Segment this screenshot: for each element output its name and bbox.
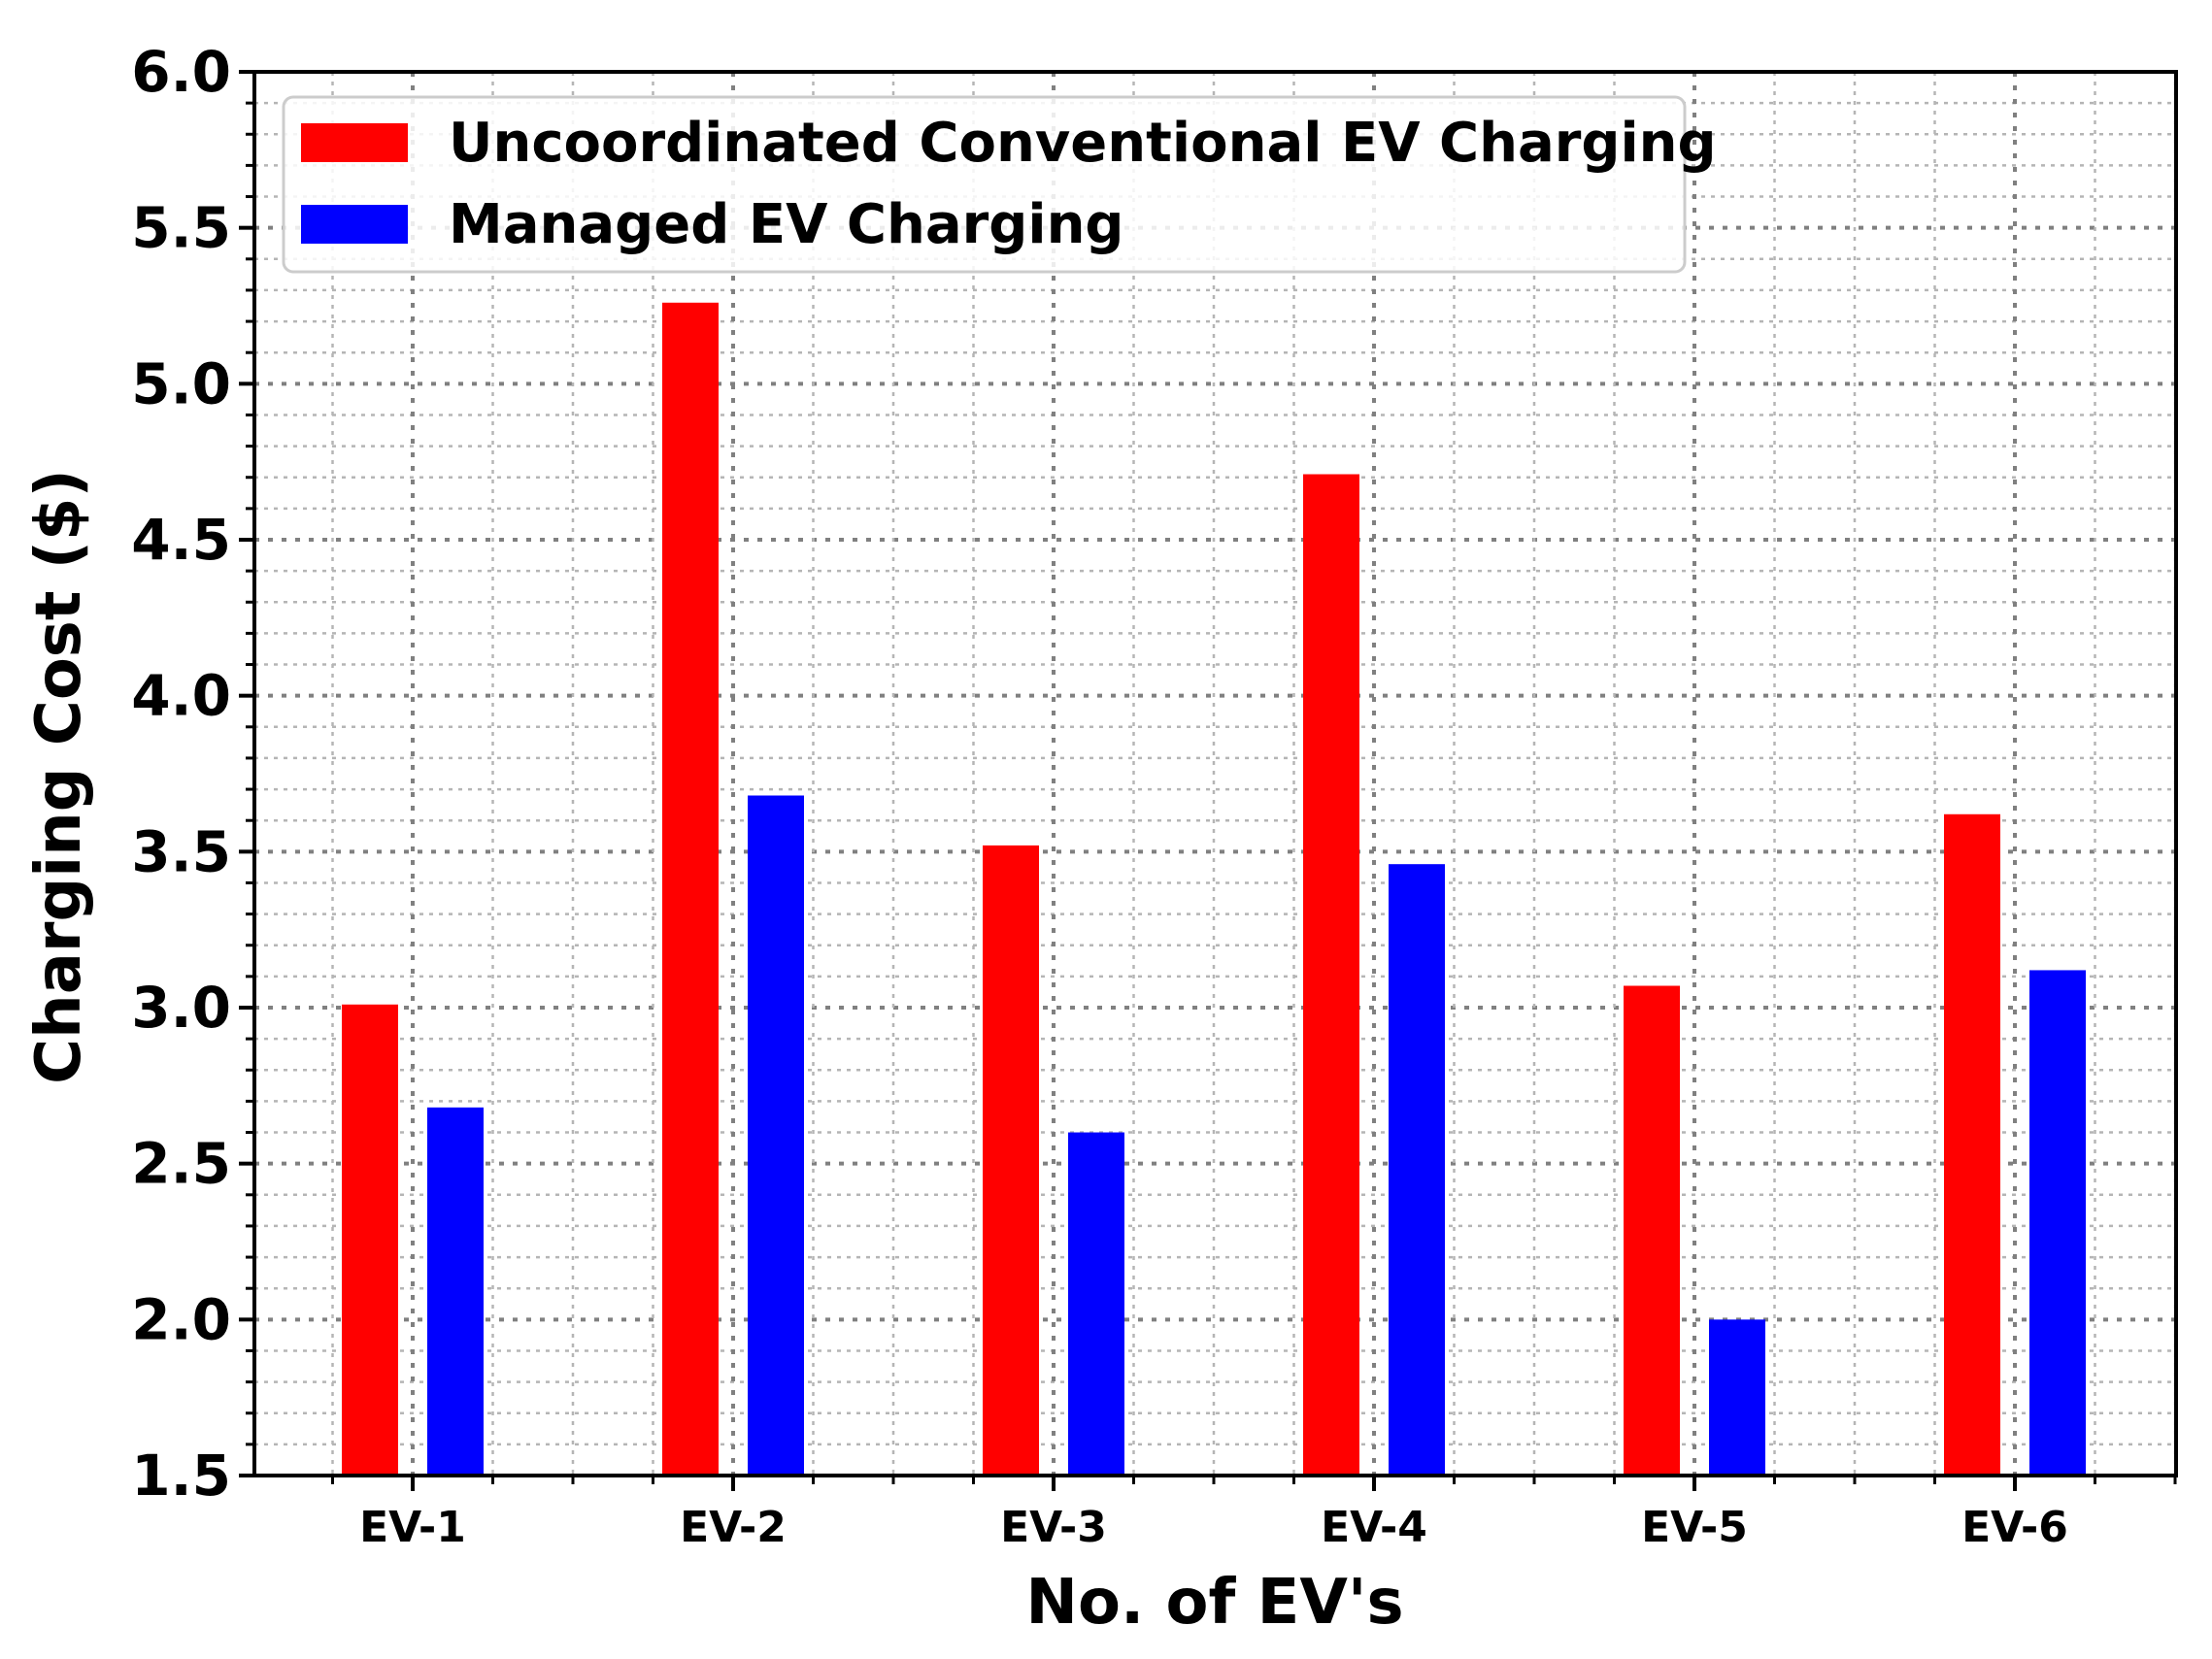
x-tick-label: EV-6 <box>1961 1503 2068 1552</box>
y-tick-label: 1.5 <box>131 1443 231 1509</box>
y-tick-label: 2.5 <box>131 1131 231 1197</box>
x-axis-title: No. of EV's <box>1025 1567 1403 1639</box>
bar-managed-ev-1 <box>427 1107 484 1476</box>
bar-managed-ev-2 <box>748 795 804 1476</box>
y-tick-label: 3.5 <box>131 818 231 884</box>
bar-managed-ev-4 <box>1389 864 1445 1476</box>
x-tick-label: EV-2 <box>680 1503 787 1552</box>
bar-uncoordinated-ev-3 <box>983 845 1039 1476</box>
x-tick-label: EV-4 <box>1321 1503 1427 1552</box>
bar-uncoordinated-ev-5 <box>1624 985 1680 1476</box>
legend-box <box>282 95 1687 274</box>
legend-label-managed: Managed EV Charging <box>449 193 1124 256</box>
x-tick-label: EV-3 <box>1000 1503 1107 1552</box>
x-tick-label: EV-5 <box>1641 1503 1748 1552</box>
y-tick-label: 2.0 <box>131 1286 231 1352</box>
y-axis-title: Charging Cost ($) <box>23 469 95 1084</box>
bar-managed-ev-5 <box>1709 1319 1765 1476</box>
bar-uncoordinated-ev-1 <box>342 1004 398 1476</box>
axes <box>239 70 2178 1491</box>
tick-labels: 1.5 2.0 2.5 3.0 3.5 4.0 4.5 5.0 5.5 6.0 EV-1 EV-2 EV… <box>131 39 2068 1552</box>
bar-uncoordinated-ev-4 <box>1303 474 1359 1476</box>
y-tick-label: 5.5 <box>131 195 231 261</box>
bar-managed-ev-6 <box>2029 970 2086 1476</box>
legend-swatch-uncoordinated <box>301 123 408 162</box>
y-tick-label: 3.0 <box>131 975 231 1041</box>
legend: Uncoordinated Conventional EV Charging M… <box>282 95 1717 274</box>
grid <box>254 72 2177 1476</box>
bars <box>342 302 2086 1477</box>
legend-label-uncoordinated: Uncoordinated Conventional EV Charging <box>449 112 1717 175</box>
x-tick-label: EV-1 <box>359 1503 466 1552</box>
bar-managed-ev-3 <box>1068 1132 1124 1476</box>
y-tick-label: 4.0 <box>131 663 231 729</box>
y-tick-label: 6.0 <box>131 39 231 105</box>
bar-uncoordinated-ev-6 <box>1944 813 2000 1476</box>
y-tick-label: 4.5 <box>131 507 231 573</box>
y-tick-label: 5.0 <box>131 350 231 416</box>
legend-swatch-managed <box>301 205 408 244</box>
bar-uncoordinated-ev-2 <box>662 302 719 1477</box>
